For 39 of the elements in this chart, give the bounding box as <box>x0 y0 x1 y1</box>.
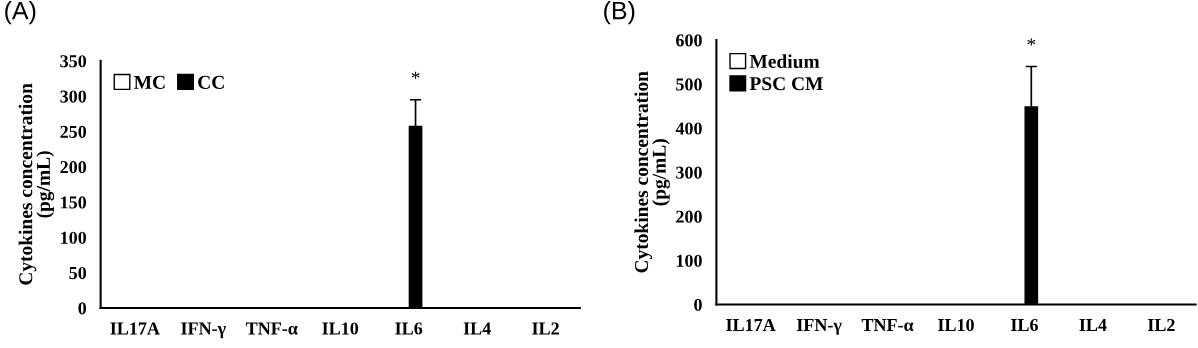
x-tick-label: TNF-α <box>245 322 298 335</box>
x-tick-label: IFN-γ <box>796 319 842 335</box>
x-tick-label: TNF-α <box>861 319 914 332</box>
y-tick-label: 300 <box>676 166 702 179</box>
x-tick-label: IL6 <box>1011 318 1038 332</box>
annotation: * <box>1027 38 1036 46</box>
x-tick-label: IL2 <box>532 322 559 335</box>
y-tick-label: 300 <box>60 90 87 103</box>
y-axis-title: Cytokines concentration (pg/mL) <box>18 83 55 285</box>
y-tick-label: 200 <box>60 161 87 174</box>
y-tick-label: 0 <box>78 302 87 315</box>
legend-label: PSC CM <box>749 77 823 91</box>
legend-label: Medium <box>749 54 820 69</box>
annotation: * <box>411 71 420 79</box>
y-tick-label: 100 <box>61 231 87 244</box>
x-tick-label: IL10 <box>938 318 974 332</box>
x-tick-label: IL10 <box>322 322 359 335</box>
y-tick-label: 250 <box>60 125 87 138</box>
y-axis-title: Cytokines concentration (pg/mL) <box>634 71 670 273</box>
x-tick-label: IL17A <box>110 322 160 335</box>
x-tick-label: IL17A <box>726 319 776 331</box>
x-tick-label: IL2 <box>1147 318 1175 331</box>
y-tick-label: 400 <box>675 122 702 135</box>
x-tick-label: IFN-γ <box>181 322 226 339</box>
x-tick-label: IL4 <box>1079 319 1107 331</box>
text: (A) <box>5 1 36 25</box>
y-tick-label: 600 <box>676 34 702 47</box>
y-tick-label: 50 <box>69 266 87 280</box>
text: (B) <box>604 1 635 25</box>
x-tick-label: IL4 <box>463 322 491 335</box>
x-tick-label: IL6 <box>395 322 423 335</box>
y-tick-label: 150 <box>61 196 87 209</box>
y-tick-label: 200 <box>676 210 702 223</box>
legend-label: CC <box>198 75 224 89</box>
y-tick-label: 500 <box>676 78 702 91</box>
y-tick-label: 0 <box>694 298 702 311</box>
y-tick-label: 350 <box>60 55 87 68</box>
legend-label: MC <box>134 75 165 89</box>
y-tick-label: 100 <box>676 254 702 267</box>
